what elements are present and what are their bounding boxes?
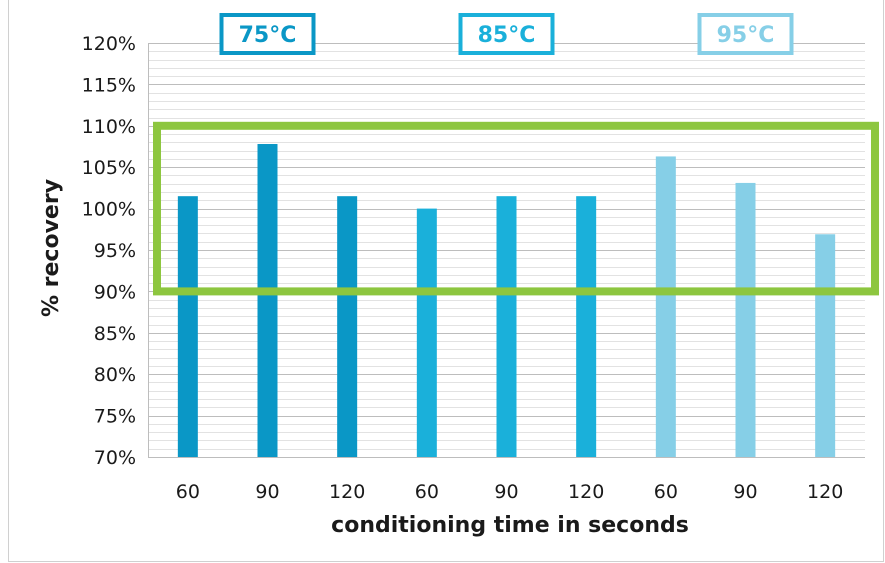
y-tick-labels: 70% 75% 80% 85% 90% 95% 100% 105% 110% 115% 120% bbox=[82, 33, 136, 469]
y-tick-label: 100% bbox=[82, 199, 136, 221]
group-label-box bbox=[697, 13, 794, 55]
x-tick-label: 60 bbox=[176, 481, 200, 503]
bar bbox=[257, 144, 278, 458]
x-tick-label: 90 bbox=[494, 481, 518, 503]
group-labels: 75°C 85°C 95°C bbox=[219, 13, 794, 55]
group-label-box bbox=[219, 13, 316, 55]
y-tick-label: 115% bbox=[82, 74, 136, 96]
bar bbox=[655, 156, 676, 457]
x-tick-label: 60 bbox=[415, 481, 439, 503]
bar bbox=[177, 196, 198, 457]
y-tick-label: 80% bbox=[94, 364, 136, 386]
x-tick-label: 120 bbox=[568, 481, 604, 503]
y-tick-label: 110% bbox=[82, 116, 136, 138]
y-axis-title: % recovery bbox=[39, 179, 64, 317]
x-tick-label: 120 bbox=[807, 481, 843, 503]
group-label: 95°C bbox=[717, 23, 775, 48]
x-tick-label: 60 bbox=[654, 481, 678, 503]
x-tick-label: 90 bbox=[255, 481, 279, 503]
acceptance-range-box bbox=[153, 121, 879, 296]
bars bbox=[177, 144, 836, 458]
y-tick-label: 85% bbox=[94, 323, 136, 345]
bar bbox=[416, 208, 437, 457]
y-tick-label: 120% bbox=[82, 33, 136, 55]
x-axis-title: conditioning time in seconds bbox=[331, 513, 689, 538]
group-label-box bbox=[458, 13, 555, 55]
bar bbox=[496, 196, 517, 457]
group-label: 85°C bbox=[478, 23, 536, 48]
bar bbox=[735, 182, 756, 457]
group-label: 75°C bbox=[239, 23, 297, 48]
acceptance-band bbox=[153, 121, 879, 296]
bar bbox=[576, 196, 597, 457]
chart-frame bbox=[8, 0, 884, 562]
y-tick-label: 105% bbox=[82, 157, 136, 179]
y-tick-label: 95% bbox=[94, 240, 136, 262]
bar bbox=[815, 234, 836, 457]
bar bbox=[337, 196, 358, 457]
y-tick-label: 75% bbox=[94, 406, 136, 428]
x-tick-labels: 60 90 120 60 90 120 60 90 120 bbox=[176, 481, 844, 503]
y-tick-label: 90% bbox=[94, 281, 136, 303]
y-tick-label: 70% bbox=[94, 447, 136, 469]
x-tick-label: 90 bbox=[733, 481, 757, 503]
x-tick-label: 120 bbox=[329, 481, 365, 503]
